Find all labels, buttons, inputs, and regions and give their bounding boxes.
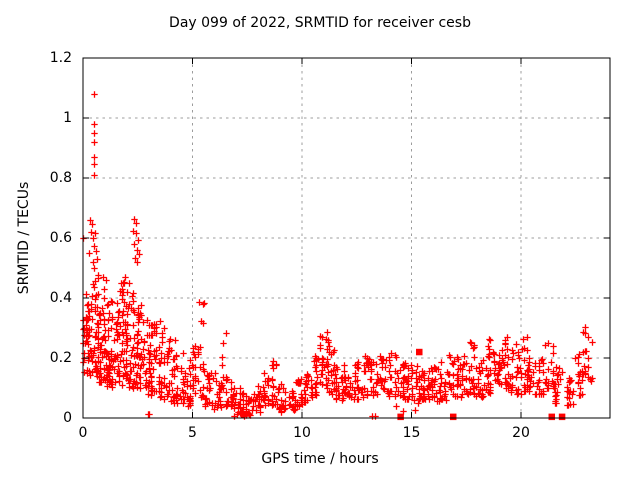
y-tick-label-0.2: 0.2	[49, 350, 72, 366]
x-tick-label-20: 20	[512, 425, 530, 441]
scatter-square-marker	[558, 413, 566, 421]
y-tick-label-0: 0	[63, 410, 72, 426]
x-tick-label-15: 15	[402, 425, 421, 441]
y-tick-label-0.4: 0.4	[49, 290, 72, 306]
chart-title: Day 099 of 2022, SRMTID for receiver ces…	[169, 15, 471, 31]
scatter-plus-markers	[80, 91, 596, 420]
y-tick-label-1.2: 1.2	[49, 50, 72, 66]
scatter-square-marker	[397, 413, 404, 421]
x-tick-label-0: 0	[78, 425, 88, 441]
y-tick-label-1: 1	[63, 110, 72, 126]
x-axis-label: GPS time / hours	[261, 451, 379, 467]
y-tick-label-0.6: 0.6	[49, 230, 72, 246]
x-tick-label-10: 10	[293, 425, 311, 441]
y-tick-label-0.8: 0.8	[49, 170, 72, 186]
scatter-square-marker	[416, 348, 423, 356]
scatter-square-marker	[548, 413, 556, 421]
x-tick-label-5: 5	[188, 425, 197, 441]
tick-marks	[82, 57, 610, 419]
scatter-square-marker	[449, 413, 457, 421]
